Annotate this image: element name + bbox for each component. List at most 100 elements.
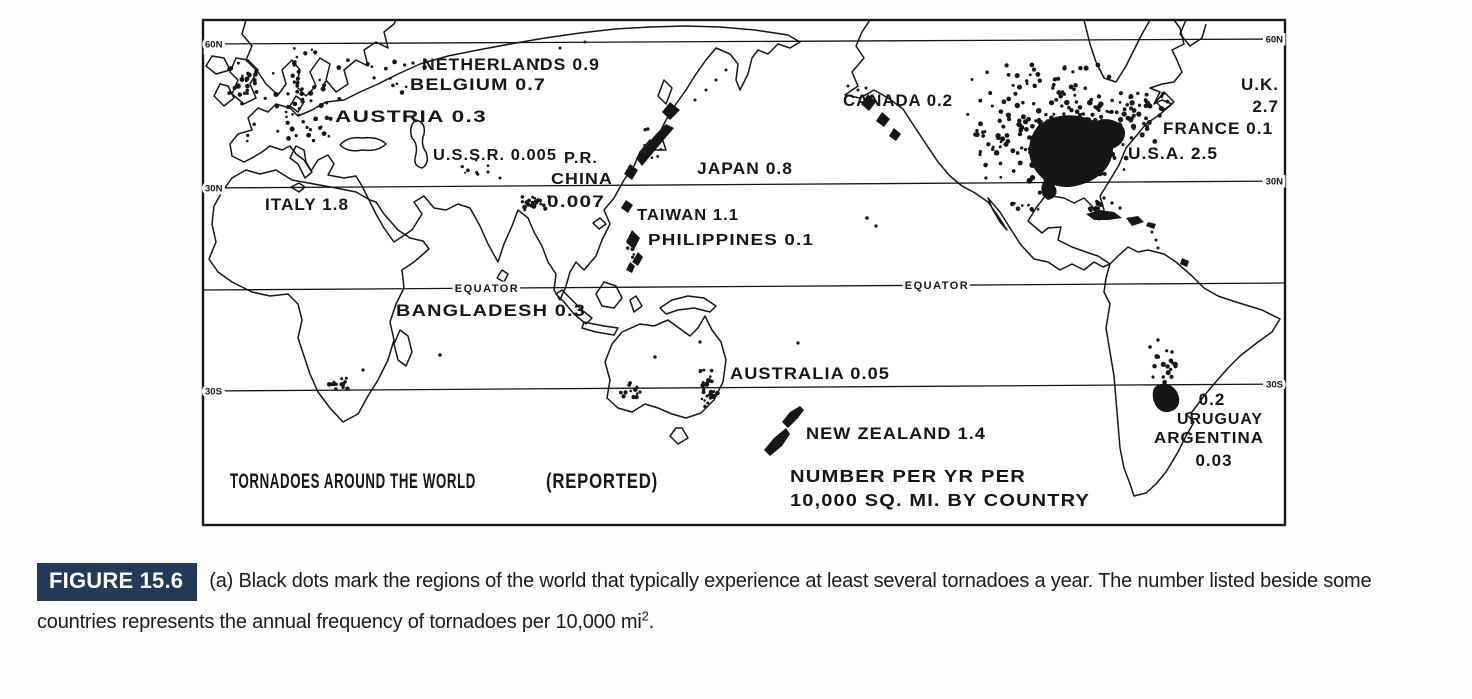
dot-argentina-uruguay — [1165, 349, 1169, 353]
dot-us-northeast — [1132, 126, 1136, 131]
dot-scandinavia — [295, 76, 300, 81]
dot-europe-east — [346, 58, 350, 63]
dot-us-core — [1087, 122, 1091, 126]
dot-australia-sw — [618, 390, 623, 395]
dot-us-mid — [1080, 112, 1084, 116]
dot-us-northeast — [1139, 132, 1145, 138]
dot-india-bangladesh — [539, 202, 543, 206]
map-label-austria-0-3: AUSTRIA 0.3 — [335, 107, 487, 126]
dot-mideast — [475, 159, 478, 162]
dot-uk-ireland — [245, 88, 250, 93]
dot-us-mid — [1074, 109, 1080, 115]
dot-mexico — [1020, 204, 1024, 207]
dot-us-northeast — [1125, 103, 1129, 107]
dot-us-core — [1099, 114, 1104, 119]
dot-us-core — [1080, 145, 1084, 150]
world-map: 60N 60N 30N 30N EQUATOR EQUATOR 30S 30S NETHERLA… — [201, 18, 1287, 527]
figure-caption: FIGURE 15.6 (a) Black dots mark the regio… — [37, 562, 1439, 638]
dot-us-mid — [1069, 128, 1075, 134]
island-sicily — [290, 182, 306, 193]
dot-us-northeast — [1152, 139, 1158, 144]
dot-europe-west — [296, 80, 300, 85]
dot-canada-south — [1054, 98, 1059, 102]
dot-maritimes — [1160, 95, 1164, 99]
dot-europe-west — [297, 113, 301, 117]
dot-philippines — [632, 253, 636, 256]
lat-label-right-30n: 30N — [1266, 177, 1284, 188]
dot-us-west — [998, 145, 1002, 149]
dot-extra-12 — [1156, 338, 1160, 342]
dot-extra-22 — [1110, 201, 1114, 205]
dot-canada-south — [1006, 73, 1011, 77]
dot-australia-east — [708, 396, 713, 400]
dot-us-mid — [1060, 125, 1066, 131]
dot-scandinavia — [324, 80, 327, 84]
dot-extra-26 — [1156, 246, 1160, 250]
island-cuba — [1086, 210, 1122, 220]
dot-us-west — [983, 130, 987, 134]
dot-extra-5 — [653, 355, 657, 359]
dot-europe-west — [292, 101, 298, 107]
dot-us-west — [981, 134, 986, 138]
dot-us-mid — [1072, 135, 1078, 141]
dot-us-core — [1049, 115, 1054, 121]
dot-us-mid — [993, 150, 1000, 156]
dot-europe-west — [263, 96, 267, 101]
dot-extra-29 — [486, 170, 490, 174]
dot-us-core — [1075, 160, 1080, 165]
dot-us-core — [1087, 138, 1091, 143]
dot-canada-south — [1083, 86, 1088, 91]
dot-us-mid — [1016, 122, 1022, 127]
dot-canada-south — [1056, 76, 1061, 81]
dot-scandinavia — [292, 63, 296, 67]
dot-extra-10 — [583, 40, 587, 44]
dot-us-mid — [1060, 132, 1066, 138]
dot-us-west — [986, 142, 991, 147]
dot-us-mid — [1076, 175, 1081, 180]
dot-us-mid — [1060, 104, 1064, 108]
dot-europe-west — [285, 120, 290, 125]
dot-us-northeast — [1145, 124, 1149, 129]
dot-uk-ireland — [254, 69, 259, 74]
dot-mideast — [475, 170, 479, 174]
dot-europe-west — [312, 85, 317, 90]
dot-south-africa — [343, 380, 347, 384]
island-hokkaido — [662, 102, 680, 120]
dot-europe-west — [300, 87, 304, 91]
dot-south-africa — [344, 376, 348, 380]
dot-australia-sw — [631, 395, 636, 400]
map-label-p-r: P.R. — [564, 150, 598, 167]
dot-us-core — [1042, 157, 1049, 163]
dot-us-northeast — [1125, 115, 1131, 121]
dot-argentina-uruguay — [1166, 398, 1171, 403]
island-philippines-south — [632, 252, 643, 266]
dot-europe-west — [275, 104, 279, 109]
dot-us-mid — [1050, 182, 1056, 187]
dot-uk-ireland — [246, 71, 250, 76]
map-label-philippines-0-1: PHILIPPINES 0.1 — [648, 232, 814, 249]
dot-extra-14 — [846, 84, 850, 88]
dot-us-northeast — [1093, 117, 1098, 123]
dot-us-mid — [1050, 131, 1054, 135]
dot-us-mid — [1030, 123, 1035, 129]
equator-label-1: EQUATOR — [905, 280, 970, 292]
island-trinidad — [1180, 258, 1189, 267]
dot-us-mid — [1078, 157, 1082, 162]
dot-us-west — [966, 112, 970, 116]
dot-us-west — [990, 147, 995, 152]
dot-europe-west — [336, 65, 342, 70]
dot-us-northeast — [1117, 116, 1124, 123]
dot-europe-west — [308, 127, 313, 132]
dot-india-bangladesh — [520, 195, 525, 199]
dot-us-core — [1067, 155, 1074, 162]
dot-europe-east — [370, 65, 374, 68]
dot-us-mid — [1067, 105, 1071, 110]
island-sri-lanka — [496, 269, 509, 283]
dot-us-core — [1070, 168, 1077, 175]
dot-us-mid — [1052, 112, 1056, 116]
dot-europe-west — [295, 89, 300, 94]
dot-extra-19 — [714, 78, 718, 82]
dot-us-core — [1078, 141, 1083, 146]
dot-us-core — [1049, 171, 1056, 178]
dot-us-west — [997, 118, 1002, 123]
